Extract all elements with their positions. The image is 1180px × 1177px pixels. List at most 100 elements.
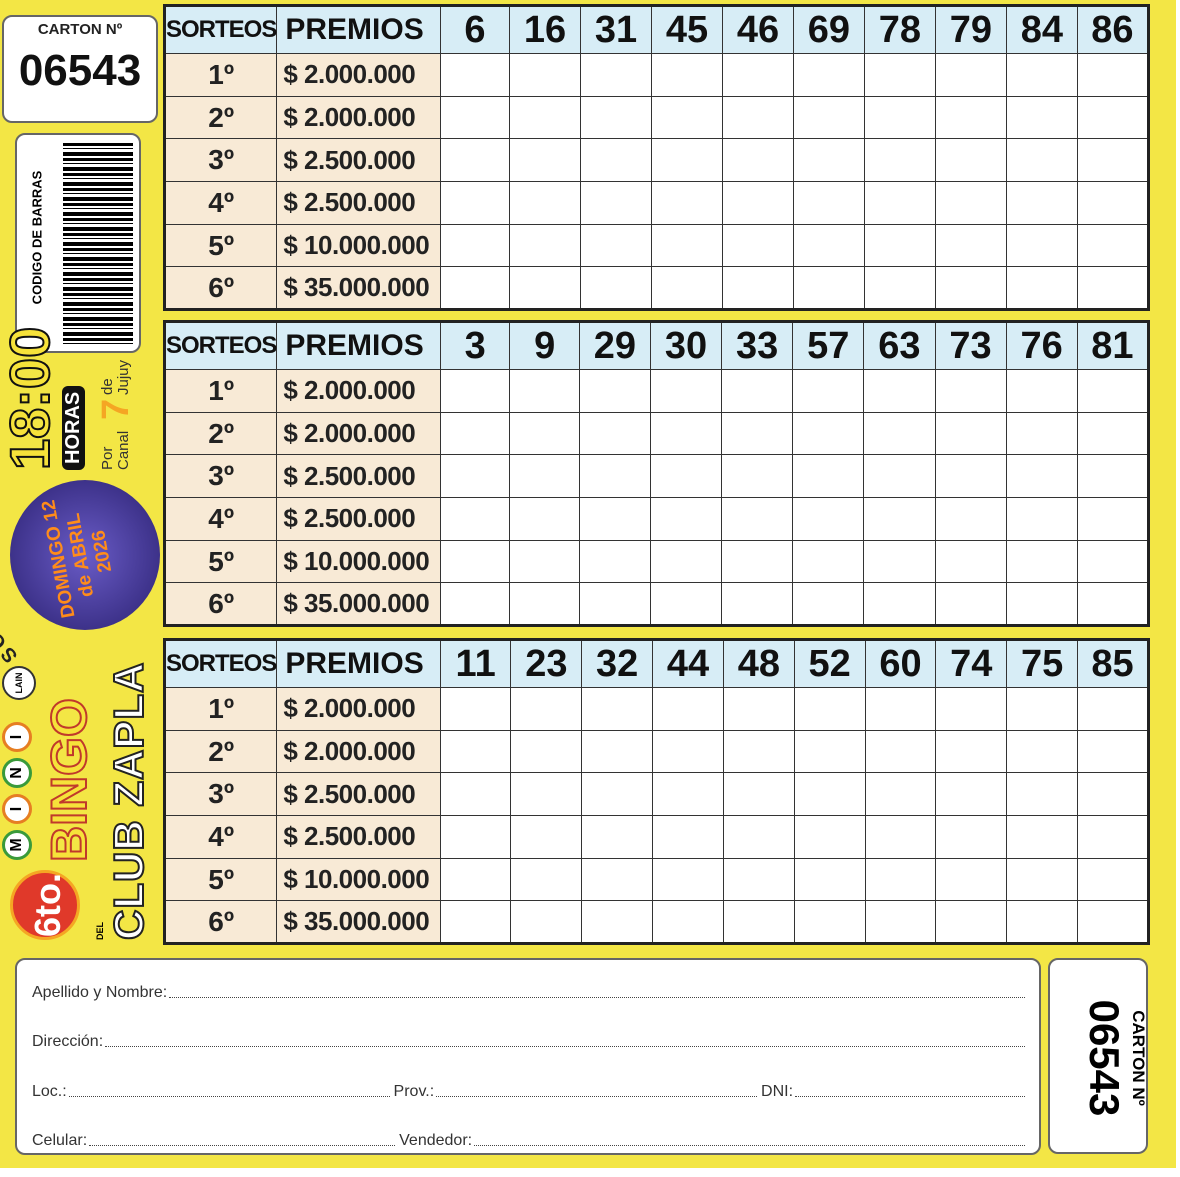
mark-cell[interactable]	[1076, 266, 1150, 311]
mark-cell[interactable]	[439, 95, 511, 140]
mark-cell[interactable]	[721, 95, 794, 140]
mark-cell[interactable]	[1006, 729, 1079, 774]
mark-cell[interactable]	[864, 900, 937, 945]
mark-cell[interactable]	[1006, 687, 1079, 731]
mark-cell[interactable]	[649, 582, 723, 627]
mark-cell[interactable]	[439, 539, 511, 584]
mark-cell[interactable]	[863, 539, 936, 584]
mark-cell[interactable]	[864, 815, 937, 859]
mark-cell[interactable]	[509, 95, 582, 140]
mark-cell[interactable]	[792, 95, 865, 140]
mark-cell[interactable]	[935, 729, 1008, 774]
mark-cell[interactable]	[1076, 95, 1150, 140]
mark-cell[interactable]	[1005, 266, 1078, 311]
mark-cell[interactable]	[863, 454, 936, 499]
mark-cell[interactable]	[722, 857, 795, 902]
mark-cell[interactable]	[863, 223, 936, 268]
mark-cell[interactable]	[1005, 539, 1078, 584]
mark-cell[interactable]	[792, 497, 865, 541]
mark-cell[interactable]	[510, 857, 583, 902]
mark-cell[interactable]	[1076, 497, 1150, 541]
mark-cell[interactable]	[722, 772, 795, 817]
mark-cell[interactable]	[792, 454, 865, 499]
mark-cell[interactable]	[580, 181, 653, 225]
mark-cell[interactable]	[934, 411, 1007, 456]
mark-cell[interactable]	[935, 772, 1008, 817]
mark-cell[interactable]	[934, 223, 1007, 268]
mark-cell[interactable]	[935, 815, 1008, 859]
mark-cell[interactable]	[580, 95, 653, 140]
mark-cell[interactable]	[793, 772, 866, 817]
mark-cell[interactable]	[792, 539, 865, 584]
mark-cell[interactable]	[1005, 95, 1078, 140]
mark-cell[interactable]	[651, 53, 723, 97]
mark-cell[interactable]	[792, 582, 865, 627]
mark-cell[interactable]	[863, 497, 936, 541]
mark-cell[interactable]	[439, 900, 512, 945]
mark-cell[interactable]	[578, 411, 652, 456]
mark-cell[interactable]	[652, 772, 724, 817]
mark-cell[interactable]	[1076, 181, 1150, 225]
mark-cell[interactable]	[439, 138, 511, 183]
mark-cell[interactable]	[651, 95, 723, 140]
mark-cell[interactable]	[580, 138, 653, 183]
mark-cell[interactable]	[863, 138, 936, 183]
mark-cell[interactable]	[509, 369, 580, 413]
mark-cell[interactable]	[1076, 138, 1150, 183]
mark-cell[interactable]	[439, 53, 511, 97]
mark-cell[interactable]	[722, 687, 795, 731]
prov-field[interactable]	[436, 1096, 758, 1097]
mark-cell[interactable]	[792, 266, 865, 311]
mark-cell[interactable]	[863, 411, 936, 456]
mark-cell[interactable]	[509, 223, 582, 268]
mark-cell[interactable]	[722, 900, 795, 945]
mark-cell[interactable]	[652, 900, 724, 945]
mark-cell[interactable]	[439, 454, 511, 499]
mark-cell[interactable]	[510, 772, 583, 817]
mark-cell[interactable]	[721, 497, 794, 541]
mark-cell[interactable]	[864, 729, 937, 774]
mark-cell[interactable]	[509, 582, 580, 627]
mark-cell[interactable]	[1077, 729, 1149, 774]
mark-cell[interactable]	[863, 266, 936, 311]
mark-cell[interactable]	[509, 454, 580, 499]
mark-cell[interactable]	[934, 369, 1007, 413]
mark-cell[interactable]	[934, 454, 1007, 499]
mark-cell[interactable]	[578, 582, 652, 627]
mark-cell[interactable]	[1076, 539, 1150, 584]
mark-cell[interactable]	[863, 369, 936, 413]
mark-cell[interactable]	[439, 181, 511, 225]
mark-cell[interactable]	[1005, 369, 1078, 413]
mark-cell[interactable]	[1077, 687, 1149, 731]
mark-cell[interactable]	[793, 729, 866, 774]
mark-cell[interactable]	[863, 181, 936, 225]
mark-cell[interactable]	[510, 815, 583, 859]
mark-cell[interactable]	[793, 857, 866, 902]
mark-cell[interactable]	[1076, 369, 1150, 413]
mark-cell[interactable]	[651, 181, 723, 225]
mark-cell[interactable]	[934, 539, 1007, 584]
mark-cell[interactable]	[1076, 53, 1150, 97]
mark-cell[interactable]	[509, 266, 582, 311]
mark-cell[interactable]	[1005, 223, 1078, 268]
mark-cell[interactable]	[439, 687, 512, 731]
mark-cell[interactable]	[581, 857, 654, 902]
mark-cell[interactable]	[1006, 815, 1079, 859]
mark-cell[interactable]	[934, 582, 1007, 627]
mark-cell[interactable]	[1077, 772, 1149, 817]
mark-cell[interactable]	[649, 369, 723, 413]
mark-cell[interactable]	[1005, 181, 1078, 225]
mark-cell[interactable]	[578, 454, 652, 499]
mark-cell[interactable]	[1005, 138, 1078, 183]
mark-cell[interactable]	[439, 772, 512, 817]
mark-cell[interactable]	[1006, 857, 1079, 902]
dni-field[interactable]	[795, 1096, 1026, 1097]
mark-cell[interactable]	[649, 454, 723, 499]
mark-cell[interactable]	[721, 582, 794, 627]
mark-cell[interactable]	[934, 266, 1007, 311]
mark-cell[interactable]	[1006, 772, 1079, 817]
mark-cell[interactable]	[439, 729, 512, 774]
mark-cell[interactable]	[1005, 497, 1078, 541]
mark-cell[interactable]	[721, 223, 794, 268]
mark-cell[interactable]	[651, 266, 723, 311]
